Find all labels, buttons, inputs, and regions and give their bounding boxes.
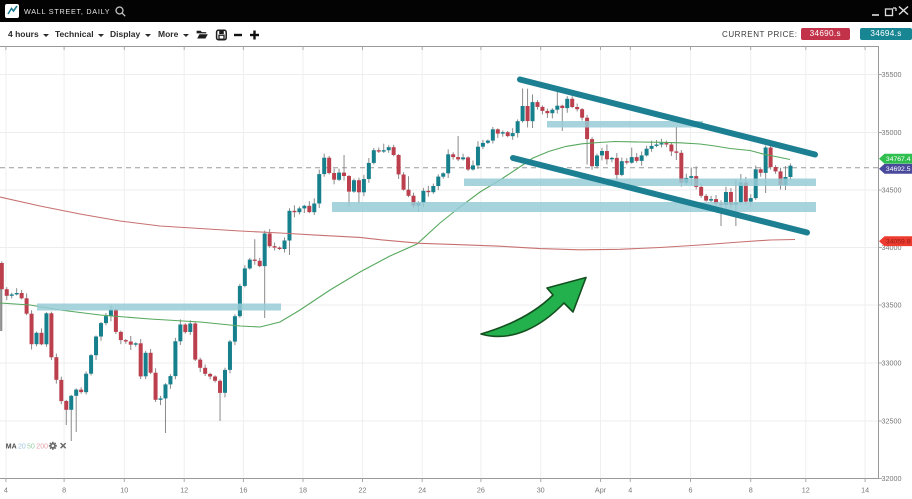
svg-text:12: 12	[802, 486, 810, 495]
svg-text:18: 18	[299, 486, 307, 495]
svg-text:50: 50	[27, 444, 35, 451]
svg-text:24: 24	[418, 486, 426, 495]
svg-text:6: 6	[689, 486, 693, 495]
svg-text:10: 10	[120, 486, 128, 495]
svg-text:20: 20	[18, 444, 26, 451]
svg-text:Apr: Apr	[595, 486, 607, 495]
svg-text:8: 8	[62, 486, 66, 495]
svg-text:35500: 35500	[882, 70, 902, 79]
svg-text:34059.8: 34059.8	[886, 239, 911, 246]
svg-text:26: 26	[477, 486, 485, 495]
svg-text:34000: 34000	[882, 243, 902, 252]
svg-text:33000: 33000	[882, 359, 902, 368]
svg-text:8: 8	[749, 486, 753, 495]
svg-text:33500: 33500	[882, 301, 902, 310]
svg-text:30: 30	[537, 486, 545, 495]
svg-text:12: 12	[180, 486, 188, 495]
svg-text:32000: 32000	[882, 474, 902, 483]
svg-text:200: 200	[36, 444, 48, 451]
svg-text:4: 4	[628, 486, 632, 495]
svg-text:16: 16	[239, 486, 247, 495]
svg-text:32500: 32500	[882, 417, 902, 426]
svg-text:34500: 34500	[882, 186, 902, 195]
svg-text:4: 4	[4, 486, 8, 495]
svg-text:22: 22	[359, 486, 367, 495]
svg-text:MA: MA	[6, 444, 17, 451]
svg-text:35000: 35000	[882, 128, 902, 137]
svg-text:34767.4: 34767.4	[886, 156, 911, 163]
svg-text:14: 14	[861, 486, 869, 495]
svg-text:34692.5: 34692.5	[886, 166, 911, 173]
